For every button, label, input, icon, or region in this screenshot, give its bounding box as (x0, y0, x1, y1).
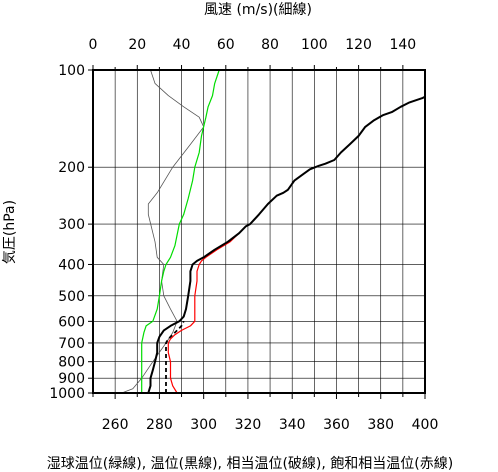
top-tick-label: 20 (128, 37, 146, 53)
top-tick-label: 100 (301, 37, 328, 53)
pressure-tick-label: 200 (58, 160, 85, 176)
pressure-tick-label: 600 (58, 314, 85, 330)
plot-frame (92, 69, 426, 394)
bottom-tick-label: 380 (367, 417, 394, 433)
series-layer (121, 69, 426, 394)
series-line-saturated (167, 96, 426, 394)
top-axis-title: 風速 (m/s)(細線) (204, 2, 312, 18)
series-line-equivalent (165, 320, 185, 393)
pressure-tick-label: 300 (58, 217, 85, 233)
left-axis-title: 気圧(hPa) (2, 200, 18, 264)
top-tick-label: 80 (261, 37, 279, 53)
bottom-tick-label: 360 (323, 417, 350, 433)
bottom-tick-label: 340 (279, 417, 306, 433)
grid-lines (93, 69, 425, 394)
pressure-tick-label: 100 (58, 63, 85, 79)
pressure-tick-label: 900 (58, 371, 85, 387)
pressure-tick-label: 400 (58, 257, 85, 273)
top-tick-label: 120 (345, 37, 372, 53)
pressure-tick-label: 800 (58, 355, 85, 371)
pressure-tick-label: 1000 (49, 386, 85, 402)
top-tick-label: 0 (89, 37, 98, 53)
bottom-tick-label: 280 (146, 417, 173, 433)
pressure-tick-label: 700 (58, 336, 85, 352)
bottom-axis-title: 湿球温位(緑線), 温位(黒線), 相当温位(破線), 飽和相当温位(赤線) (47, 455, 453, 472)
bottom-tick-label: 300 (190, 417, 217, 433)
series-line-wet-bulb (141, 69, 220, 393)
series-line-potential (147, 95, 426, 394)
pressure-tick-label: 500 (58, 289, 85, 305)
bottom-tick-label: 260 (102, 417, 129, 433)
top-tick-label: 40 (173, 37, 191, 53)
top-tick-label: 140 (389, 37, 416, 53)
top-tick-label: 60 (217, 37, 235, 53)
bottom-tick-label: 320 (235, 417, 262, 433)
series-line-wind (121, 69, 205, 394)
bottom-tick-label: 400 (412, 417, 439, 433)
